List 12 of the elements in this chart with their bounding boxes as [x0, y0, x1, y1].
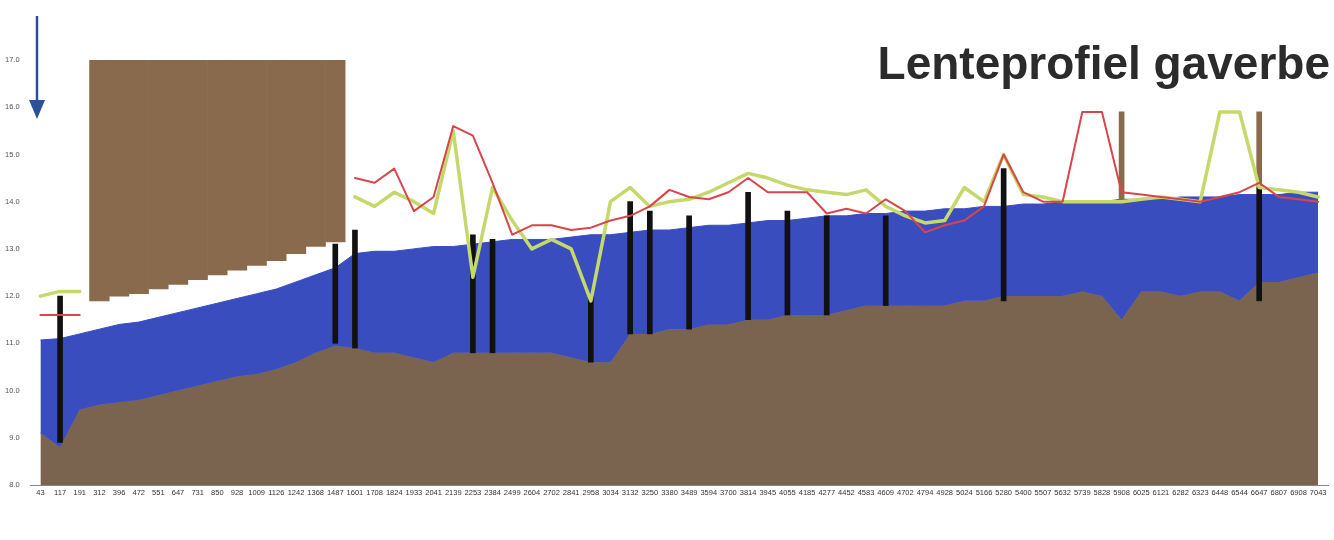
- bar: [1256, 187, 1263, 302]
- bar: [57, 295, 63, 443]
- chart-title: Lenteprofiel gaverbe: [877, 36, 1330, 90]
- bar: [588, 295, 594, 363]
- bar: [332, 243, 339, 344]
- bar: [627, 201, 633, 335]
- bar: [823, 215, 830, 316]
- bar: [646, 210, 653, 335]
- bar: [352, 229, 358, 349]
- bar: [745, 191, 751, 321]
- bar: [882, 215, 889, 306]
- bar: [686, 215, 692, 330]
